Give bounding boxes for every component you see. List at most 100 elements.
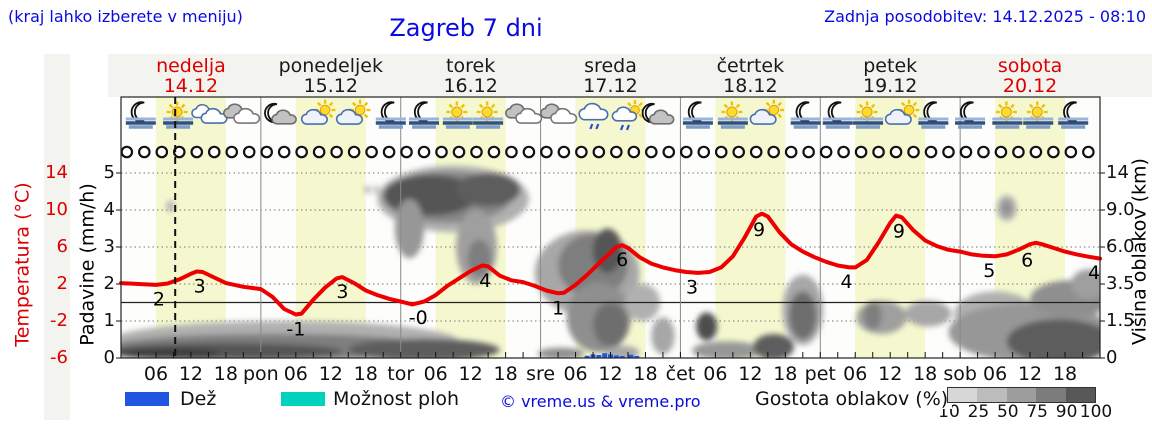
time-axis-label: 18 — [353, 363, 378, 385]
day-name: četrtek — [716, 55, 785, 77]
moon-fog-icon — [918, 101, 949, 129]
sun-fog-icon — [1023, 101, 1054, 129]
time-axis-label: pon — [242, 363, 279, 385]
day-name: nedelja — [156, 55, 226, 77]
cloud-cover-scale-bar — [947, 387, 1096, 403]
temp-axis-tick: 10 — [45, 199, 68, 220]
moon-fog-icon — [682, 101, 713, 129]
cloud-scale-label: 90 — [1055, 402, 1078, 422]
time-axis-label: 18 — [213, 363, 238, 385]
time-axis-label: 06 — [843, 363, 868, 385]
showers-legend-label: Možnost ploh — [329, 390, 464, 409]
time-axis-label: tor — [387, 363, 415, 385]
sun-cloud-icon — [335, 99, 371, 125]
sun-fog-icon — [473, 101, 504, 129]
day-name: petek — [863, 55, 918, 77]
plot-border — [120, 96, 1101, 359]
cloud-height-axis-tick: 0 — [1106, 347, 1118, 368]
credit-link[interactable]: © vreme.us & vreme.pro — [500, 392, 701, 411]
cloud-height-axis-tick: 14 — [1106, 162, 1129, 183]
clouds-blue-icon — [191, 103, 228, 124]
time-axis-label: pet — [804, 363, 836, 385]
time-axis-label: sob — [943, 363, 977, 385]
time-axis-label: 06 — [283, 363, 308, 385]
precip-axis-tick: 0 — [103, 347, 115, 368]
wind-calm-circles — [120, 145, 1095, 159]
svg-text:3: 3 — [194, 276, 206, 298]
left-axis-strip — [44, 54, 70, 420]
time-axis-label: 18 — [773, 363, 798, 385]
svg-text:-1: -1 — [286, 319, 305, 341]
temp-axis-tick: 6 — [56, 236, 68, 257]
time-axis-label: 06 — [563, 363, 588, 385]
time-axis-label: 12 — [738, 363, 763, 385]
day-separators — [260, 97, 961, 358]
precip-axis-tick: 5 — [103, 162, 115, 183]
cloud-scale-segment — [977, 388, 1007, 402]
cloud-rain-icon — [578, 102, 609, 130]
day-date: 18.12 — [723, 75, 778, 97]
day-name: sreda — [584, 55, 637, 77]
cloud-scale-label: 25 — [967, 402, 990, 422]
moon-fog-icon — [955, 101, 986, 129]
precip-axis-tick: 2 — [103, 273, 115, 294]
day-date: 19.12 — [863, 75, 918, 97]
moon-fog-icon — [125, 101, 156, 129]
cloud-height-axis-tick: 9.0 — [1106, 199, 1135, 220]
svg-text:4: 4 — [840, 271, 852, 293]
temperature-value-labels: 2 3 -1 3 -0 4 1 6 3 9 4 9 5 6 4 — [153, 219, 1100, 340]
time-axis-label: 12 — [178, 363, 204, 385]
svg-text:6: 6 — [616, 249, 628, 271]
moon-fog-icon — [409, 101, 440, 129]
temp-axis-tick: 14 — [45, 162, 68, 183]
clouds-gray-icon — [539, 103, 578, 124]
time-axis-label: 18 — [1052, 363, 1078, 385]
svg-text:5: 5 — [983, 260, 995, 282]
rain-legend-swatch — [125, 392, 169, 406]
precip-axis-tick: 1 — [103, 310, 115, 331]
precip-axis-tick: 3 — [103, 236, 115, 257]
cloud-scale-segment — [948, 388, 978, 402]
time-axis-label: 06 — [703, 363, 728, 385]
svg-text:9: 9 — [753, 219, 765, 241]
sun-fog-icon — [853, 101, 884, 129]
day-date: 17.12 — [583, 75, 638, 97]
sun-fog-icon — [717, 101, 748, 129]
clouds-gray-icon — [505, 103, 543, 124]
time-axis-label: 06 — [983, 363, 1008, 385]
svg-text:2: 2 — [153, 289, 165, 311]
day-date: 15.12 — [303, 75, 358, 97]
day-date: 20.12 — [1002, 75, 1058, 97]
sun-cloud-rain-icon — [611, 100, 645, 131]
time-axis-label: 12 — [598, 363, 623, 385]
svg-text:6: 6 — [1021, 250, 1033, 272]
weather-icon-row — [125, 99, 1089, 131]
moon-fog-icon — [822, 101, 853, 129]
cloud-scale-segment — [1065, 388, 1095, 402]
time-axis-label: 06 — [423, 363, 448, 385]
moon-fog-icon — [1058, 101, 1089, 129]
time-axis-label: sre — [526, 363, 556, 385]
last-update: Zadnja posodobitev: 14.12.2025 - 08:10 — [824, 7, 1146, 26]
time-axis-label: 18 — [913, 363, 938, 385]
temperature-line — [119, 211, 1102, 317]
cloud-height-axis-tick: 6.0 — [1106, 236, 1135, 257]
sun-cloud-icon — [300, 99, 336, 125]
page-title: Zagreb 7 dni — [389, 14, 543, 42]
svg-text:3: 3 — [336, 281, 348, 303]
sun-cloud-icon — [884, 99, 920, 125]
svg-text:9: 9 — [893, 220, 905, 242]
svg-text:4: 4 — [1088, 262, 1100, 284]
moon-cloud-icon — [641, 102, 675, 125]
moon-fog-icon — [375, 101, 406, 129]
cloud-scale-segment — [1006, 388, 1037, 402]
cloud-scale-label: 75 — [1026, 402, 1048, 422]
day-header-strip — [108, 54, 1152, 97]
day-name: torek — [446, 55, 496, 77]
cloud-scale-segment — [1036, 388, 1066, 402]
temp-axis-tick: 2 — [56, 273, 68, 294]
day-date: 14.12 — [163, 75, 219, 97]
time-axis-label: čet — [665, 363, 696, 385]
